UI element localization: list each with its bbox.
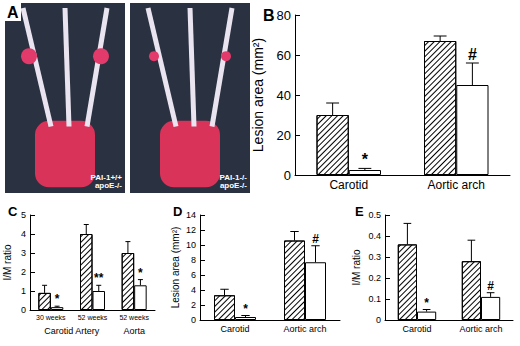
svg-text:20: 20 [277, 128, 291, 143]
svg-text:0.4: 0.4 [368, 231, 381, 241]
svg-text:B: B [263, 7, 275, 24]
svg-text:0: 0 [21, 305, 26, 315]
svg-text:apoE-/-: apoE-/- [220, 181, 247, 190]
svg-text:12: 12 [186, 225, 196, 235]
svg-text:Carotid: Carotid [220, 324, 249, 334]
svg-text:2: 2 [191, 300, 196, 310]
svg-text:6: 6 [191, 270, 196, 280]
svg-text:Aortic arch: Aortic arch [428, 178, 485, 192]
svg-text:Aorta: Aorta [123, 326, 145, 336]
svg-text:**: ** [94, 271, 104, 285]
svg-text:#: # [312, 232, 319, 246]
svg-text:*: * [55, 292, 60, 306]
svg-text:80: 80 [277, 8, 291, 23]
svg-text:0.1: 0.1 [368, 294, 381, 304]
svg-text:Carotid: Carotid [402, 324, 431, 334]
svg-text:4: 4 [21, 229, 26, 239]
svg-text:*: * [243, 302, 248, 316]
svg-text:Aortic arch: Aortic arch [459, 324, 502, 334]
svg-text:14: 14 [186, 210, 196, 220]
svg-text:A: A [7, 4, 19, 21]
svg-text:C: C [8, 204, 18, 219]
svg-text:I/M ratio: I/M ratio [351, 249, 362, 286]
svg-text:60: 60 [277, 48, 291, 63]
svg-text:52 weeks: 52 weeks [119, 314, 149, 321]
svg-text:2: 2 [21, 267, 26, 277]
svg-text:Lesion area (mm²): Lesion area (mm²) [170, 227, 181, 309]
svg-text:I/M ratio: I/M ratio [2, 244, 13, 281]
svg-text:E: E [355, 204, 364, 219]
svg-text:*: * [138, 266, 143, 280]
svg-text:30 weeks: 30 weeks [36, 314, 66, 321]
svg-text:0.5: 0.5 [368, 210, 381, 220]
svg-text:3: 3 [21, 248, 26, 258]
svg-text:PAI-1+/+: PAI-1+/+ [90, 172, 122, 182]
svg-text:Carotid Artery: Carotid Artery [44, 326, 100, 336]
svg-text:52 weeks: 52 weeks [78, 314, 108, 321]
svg-text:#: # [487, 279, 494, 293]
svg-text:10: 10 [186, 240, 196, 250]
svg-text:0.2: 0.2 [368, 273, 381, 283]
svg-text:#: # [468, 46, 477, 63]
svg-text:PAI-1-/-: PAI-1-/- [219, 172, 247, 182]
svg-text:0: 0 [376, 315, 381, 325]
svg-text:1: 1 [21, 286, 26, 296]
svg-text:0: 0 [191, 315, 196, 325]
svg-text:0.3: 0.3 [368, 252, 381, 262]
svg-text:apoE-/-: apoE-/- [95, 181, 122, 190]
svg-text:4: 4 [191, 285, 196, 295]
svg-text:0: 0 [284, 168, 291, 183]
svg-text:Carotid: Carotid [329, 178, 368, 192]
svg-text:*: * [362, 151, 369, 168]
svg-text:D: D [173, 204, 182, 219]
svg-text:Aortic arch: Aortic arch [283, 324, 326, 334]
svg-text:8: 8 [191, 255, 196, 265]
svg-text:*: * [424, 296, 429, 310]
svg-text:Lesion area (mm²): Lesion area (mm²) [250, 38, 266, 152]
svg-text:5: 5 [21, 210, 26, 220]
svg-text:40: 40 [277, 88, 291, 103]
